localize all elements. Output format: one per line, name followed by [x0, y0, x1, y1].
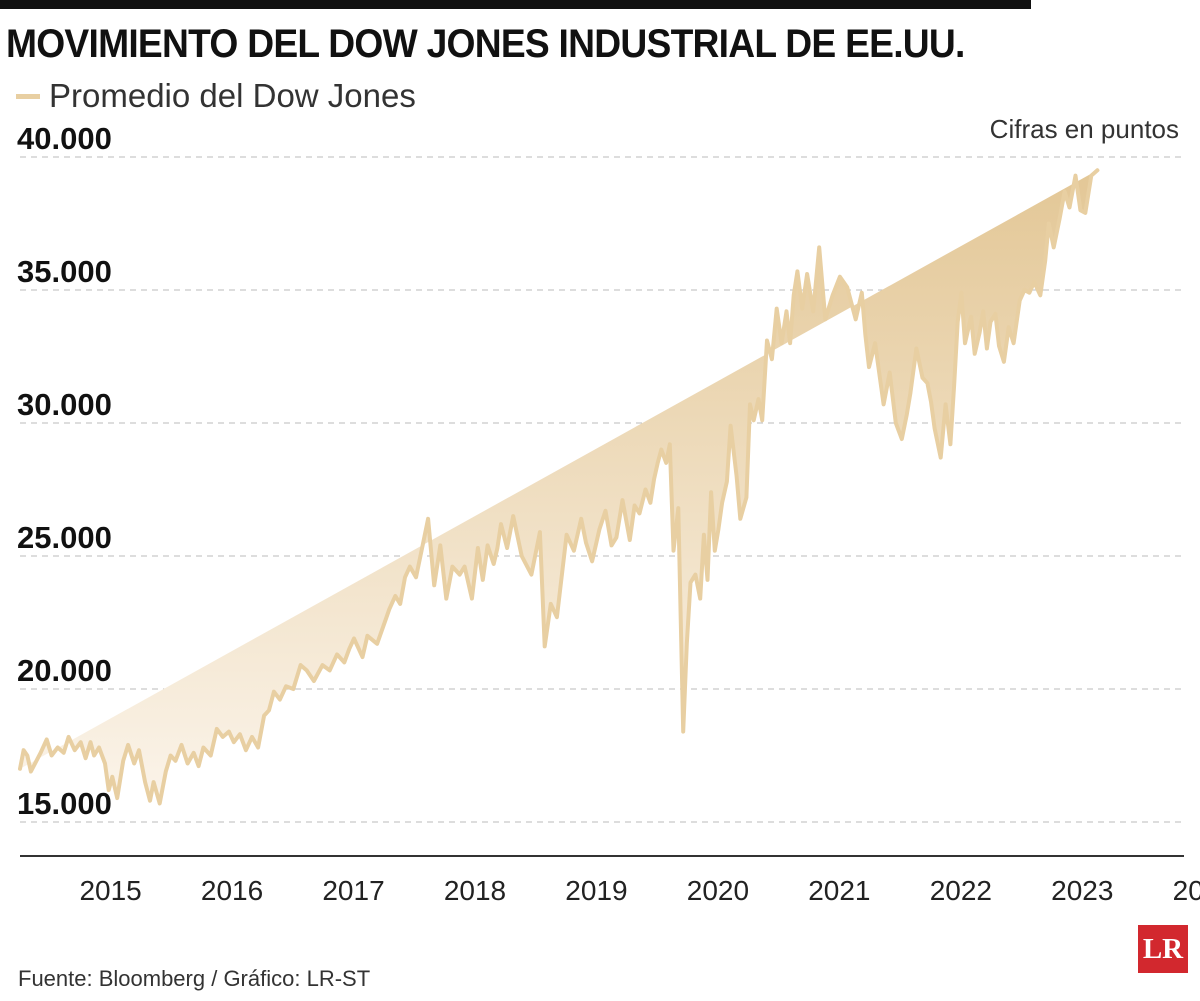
- x-tick-label: 2015: [79, 875, 141, 906]
- legend-swatch: [16, 93, 40, 99]
- chart-title: MOVIMIENTO DEL DOW JONES INDUSTRIAL DE E…: [6, 22, 965, 66]
- top-rule: [0, 0, 1031, 9]
- x-tick-label: 2016: [201, 875, 263, 906]
- lr-logo: LR: [1138, 925, 1188, 973]
- y-tick-label: 35.000: [17, 254, 112, 289]
- x-tick-label: 2019: [565, 875, 627, 906]
- y-tick-label: 15.000: [17, 786, 112, 821]
- y-tick-label: 20.000: [17, 653, 112, 688]
- x-tick-label: 2024: [1173, 875, 1200, 906]
- y-tick-label: 25.000: [17, 520, 112, 555]
- x-tick-label: 2020: [687, 875, 749, 906]
- x-tick-label: 2023: [1051, 875, 1113, 906]
- legend: Promedio del Dow Jones: [16, 77, 416, 114]
- x-tick-label: 2017: [322, 875, 384, 906]
- y-tick-label: 30.000: [17, 387, 112, 422]
- x-tick-label: 2021: [808, 875, 870, 906]
- y-tick-label: 40.000: [17, 121, 112, 156]
- x-tick-label: 2022: [930, 875, 992, 906]
- series-line: [18, 168, 1100, 806]
- area-fill: [20, 170, 1098, 804]
- source-note: Fuente: Bloomberg / Gráfico: LR-ST: [18, 966, 371, 991]
- x-tick-label: 2018: [444, 875, 506, 906]
- legend-label: Promedio del Dow Jones: [49, 77, 416, 114]
- units-note: Cifras en puntos: [989, 114, 1179, 144]
